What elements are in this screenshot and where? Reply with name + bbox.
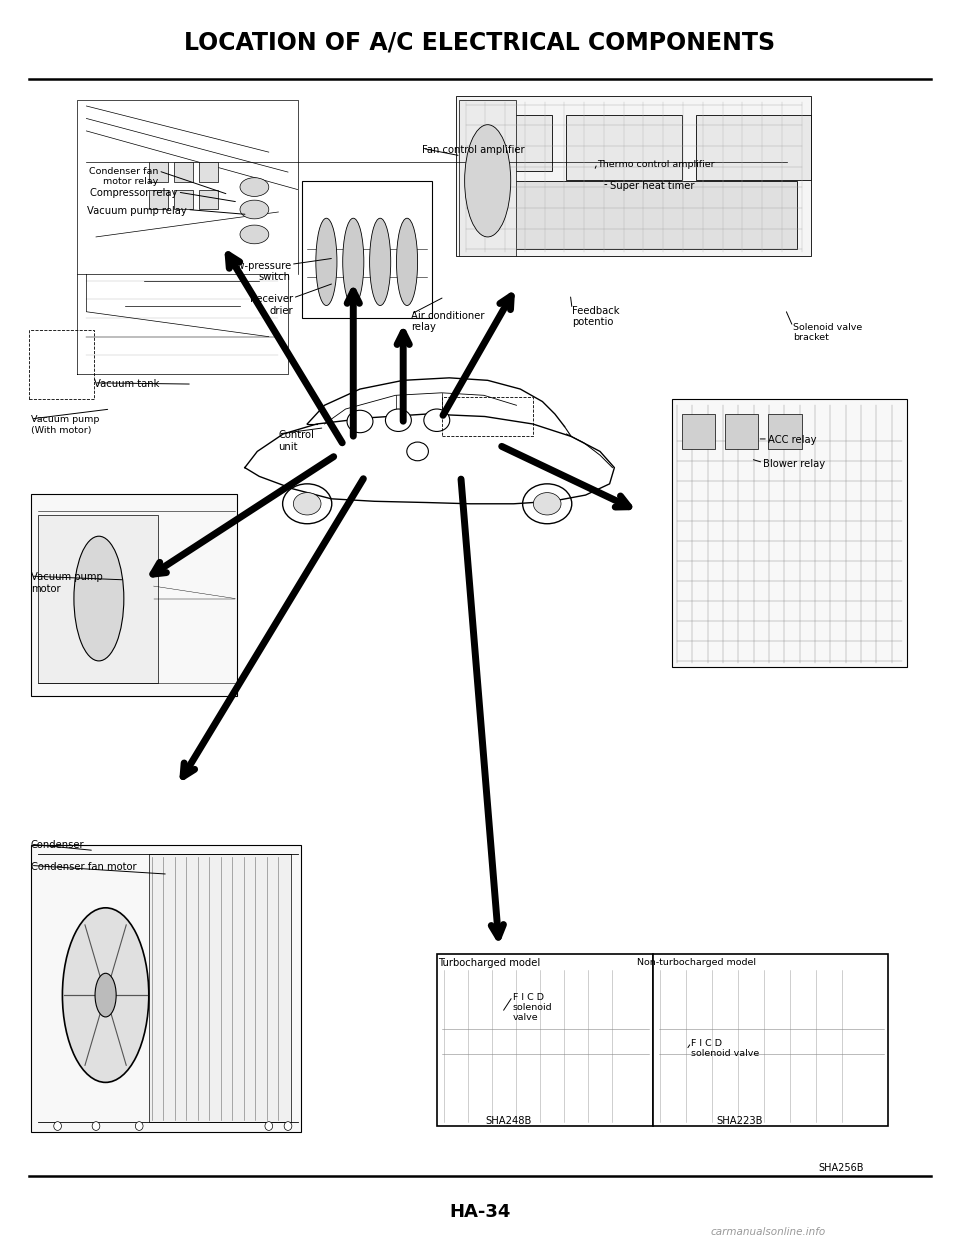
Text: Non-turbocharged model: Non-turbocharged model <box>637 958 756 966</box>
Ellipse shape <box>74 536 124 661</box>
Ellipse shape <box>282 484 332 524</box>
Bar <box>470 115 552 171</box>
Ellipse shape <box>95 973 116 1018</box>
Text: Condenser fan motor: Condenser fan motor <box>31 862 136 872</box>
Text: LOCATION OF A/C ELECTRICAL COMPONENTS: LOCATION OF A/C ELECTRICAL COMPONENTS <box>184 30 776 55</box>
Text: Condenser fan
motor relay: Condenser fan motor relay <box>89 167 158 187</box>
Ellipse shape <box>385 409 411 431</box>
Ellipse shape <box>265 1122 273 1130</box>
Text: Solenoid valve
bracket: Solenoid valve bracket <box>793 323 862 343</box>
Ellipse shape <box>135 1122 143 1130</box>
Text: F I C D
solenoid
valve: F I C D solenoid valve <box>513 993 552 1023</box>
Ellipse shape <box>396 218 418 306</box>
Ellipse shape <box>424 409 449 431</box>
Ellipse shape <box>348 410 373 433</box>
Ellipse shape <box>240 177 269 196</box>
Text: SHA223B: SHA223B <box>716 1116 762 1126</box>
Ellipse shape <box>465 125 511 237</box>
Bar <box>149 162 168 182</box>
Bar <box>174 162 193 182</box>
Text: Thermo control amplifier: Thermo control amplifier <box>597 160 715 168</box>
Ellipse shape <box>343 218 364 306</box>
Ellipse shape <box>407 441 428 460</box>
Text: Vacuum pump
motor: Vacuum pump motor <box>31 572 103 594</box>
Bar <box>199 162 218 182</box>
Text: ACC relay: ACC relay <box>768 435 817 445</box>
Text: Vacuum pump relay: Vacuum pump relay <box>87 206 187 216</box>
Bar <box>653 954 888 1126</box>
Text: Blower relay: Blower relay <box>763 459 826 469</box>
Bar <box>31 494 237 696</box>
Text: Super heat timer: Super heat timer <box>610 181 694 191</box>
Ellipse shape <box>240 224 269 243</box>
Bar <box>174 190 193 209</box>
Bar <box>38 515 158 683</box>
Text: Vacuum tank: Vacuum tank <box>94 379 159 389</box>
Bar <box>459 100 516 256</box>
Text: SHA256B: SHA256B <box>819 1163 864 1173</box>
Bar <box>696 115 811 180</box>
Ellipse shape <box>92 1122 100 1130</box>
Bar <box>672 399 907 667</box>
Ellipse shape <box>240 201 269 219</box>
Text: Low-pressure
switch: Low-pressure switch <box>225 261 291 282</box>
Bar <box>199 190 218 209</box>
Bar <box>682 414 715 449</box>
Ellipse shape <box>522 484 572 524</box>
Bar <box>442 397 533 436</box>
Bar <box>725 414 758 449</box>
Text: Turbocharged model: Turbocharged model <box>438 958 540 968</box>
Ellipse shape <box>284 1122 292 1130</box>
Ellipse shape <box>62 908 149 1082</box>
Bar <box>149 854 291 1122</box>
Text: Feedback
potentio: Feedback potentio <box>572 306 619 327</box>
Text: Air conditioner
relay: Air conditioner relay <box>411 311 485 332</box>
Ellipse shape <box>534 493 561 515</box>
Bar <box>456 96 811 256</box>
Ellipse shape <box>294 493 321 515</box>
Text: Vacuum pump
(With motor): Vacuum pump (With motor) <box>31 415 99 435</box>
Bar <box>149 190 168 209</box>
Text: F I C D
solenoid valve: F I C D solenoid valve <box>691 1039 759 1059</box>
Bar <box>768 414 802 449</box>
Text: Condenser: Condenser <box>31 840 84 850</box>
Ellipse shape <box>370 218 391 306</box>
Bar <box>437 954 653 1126</box>
Bar <box>470 181 797 249</box>
Text: Receiver
drier: Receiver drier <box>250 294 293 315</box>
Text: Control
unit: Control unit <box>278 430 314 451</box>
Bar <box>29 330 94 399</box>
Bar <box>31 845 301 1132</box>
Bar <box>302 181 432 318</box>
Text: carmanualsonline.info: carmanualsonline.info <box>710 1227 826 1237</box>
Text: Compressor relay: Compressor relay <box>90 188 178 198</box>
Ellipse shape <box>316 218 337 306</box>
Text: SHA248B: SHA248B <box>486 1116 532 1126</box>
Text: HA-34: HA-34 <box>449 1203 511 1221</box>
Bar <box>566 115 682 180</box>
Ellipse shape <box>54 1122 61 1130</box>
Text: Fan control amplifier: Fan control amplifier <box>422 145 525 155</box>
